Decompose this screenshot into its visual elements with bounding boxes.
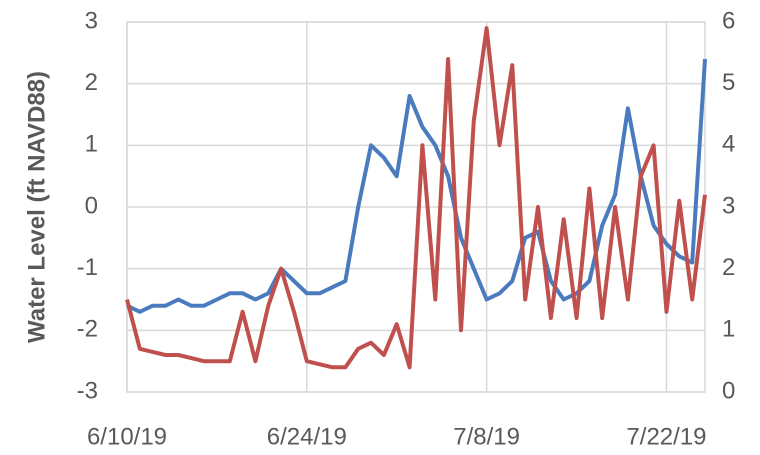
y-tick-label: -1 [77, 254, 98, 281]
y-tick-label: -2 [77, 316, 98, 343]
x-tick-label: 6/24/19 [267, 423, 347, 450]
y-tick-label: 3 [85, 7, 98, 34]
y-tick-label: 1 [85, 131, 98, 158]
y2-tick-label: 4 [722, 131, 735, 158]
y2-tick-label: 6 [722, 7, 735, 34]
y2-tick-label: 0 [722, 377, 735, 404]
y-tick-label: 0 [85, 192, 98, 219]
y-tick-label: 2 [85, 69, 98, 96]
y2-tick-label: 2 [722, 254, 735, 281]
y2-tick-label: 3 [722, 192, 735, 219]
x-tick-label: 7/22/19 [626, 423, 706, 450]
series-line [125, 26, 707, 370]
y-axis-title: Water Level (ft NAVD88) [23, 71, 50, 343]
y2-tick-label: 5 [722, 69, 735, 96]
x-tick-label: 7/8/19 [453, 423, 520, 450]
series-line [126, 58, 707, 314]
y-tick-label: -3 [77, 377, 98, 404]
x-tick-label: 6/10/19 [87, 423, 167, 450]
y2-tick-label: 1 [722, 316, 735, 343]
